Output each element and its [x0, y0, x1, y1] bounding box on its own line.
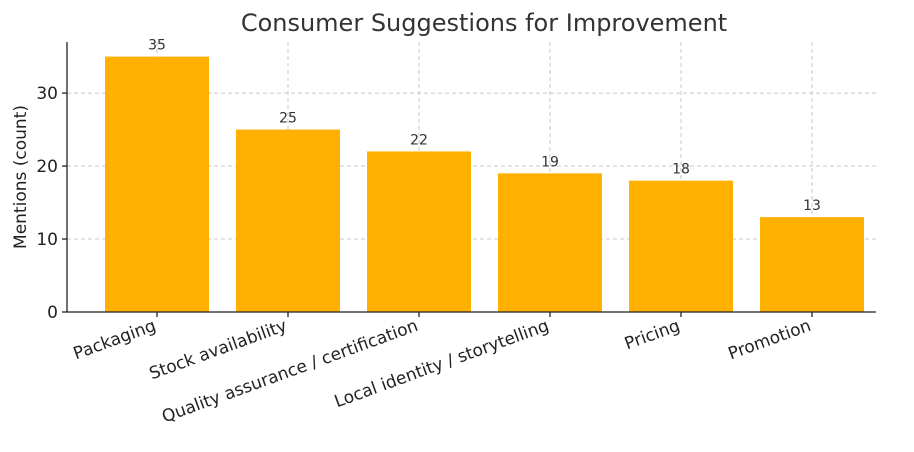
- bar: [236, 129, 340, 312]
- bar: [105, 56, 209, 313]
- x-tick-label: Packaging: [71, 316, 159, 364]
- x-tick-label: Local identity / storytelling: [332, 316, 552, 412]
- bar-value-label: 18: [672, 162, 690, 178]
- bars: 35 25 22 19 18 13: [105, 38, 864, 313]
- y-tick-label: 0: [47, 303, 58, 323]
- bar-value-label: 19: [541, 154, 559, 170]
- y-tick-label: 20: [36, 157, 58, 177]
- bar-value-label: 22: [410, 132, 428, 148]
- bar: [498, 173, 602, 312]
- x-tick-label: Quality assurance / certification: [159, 316, 420, 427]
- y-tick-label: 30: [36, 84, 58, 104]
- bar: [629, 180, 733, 312]
- y-tick-label: 10: [36, 230, 58, 250]
- y-ticks: 0 10 20 30: [36, 84, 67, 323]
- chart-title: Consumer Suggestions for Improvement: [241, 9, 727, 37]
- x-tick-label: Pricing: [622, 316, 683, 354]
- bar-value-label: 25: [279, 111, 297, 127]
- bar-value-label: 35: [148, 38, 166, 54]
- axes: [66, 42, 876, 313]
- bar-value-label: 13: [803, 198, 821, 214]
- x-tick-label: Promotion: [726, 316, 814, 364]
- y-axis-label: Mentions (count): [11, 105, 31, 249]
- bar: [367, 151, 471, 312]
- bar: [760, 217, 864, 312]
